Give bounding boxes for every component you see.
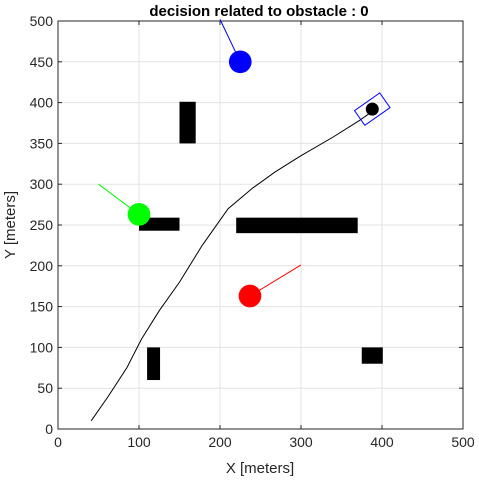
y-tick-label: 300 <box>30 176 54 192</box>
y-tick-label: 0 <box>45 421 53 437</box>
y-tick-label: 200 <box>30 258 54 274</box>
agent-marker <box>228 50 252 74</box>
trajectory <box>90 108 376 422</box>
agent-marker <box>238 284 262 308</box>
obstacle <box>139 217 180 231</box>
x-tick-label: 300 <box>289 434 313 450</box>
agents <box>98 19 302 308</box>
x-tick-label: 200 <box>208 434 232 450</box>
obstacle <box>179 101 196 144</box>
vehicle-box <box>353 92 391 127</box>
trajectory-line <box>90 108 376 422</box>
agent-marker <box>127 203 151 226</box>
x-tick-label: 100 <box>127 434 151 450</box>
obstacle <box>361 347 383 364</box>
obstacle <box>147 347 161 381</box>
y-tick-label: 100 <box>30 339 54 355</box>
y-tick-label: 50 <box>37 380 53 396</box>
x-tick-label: 500 <box>451 434 475 450</box>
obstacles <box>139 101 383 381</box>
x-tick-label: 0 <box>54 434 62 450</box>
y-tick-label: 250 <box>30 217 54 233</box>
y-tick-label: 150 <box>30 299 54 315</box>
y-tick-label: 350 <box>30 135 54 151</box>
chart-title: decision related to obstacle : 0 <box>149 3 368 20</box>
x-tick-label: 400 <box>370 434 394 450</box>
y-tick-label: 450 <box>30 54 54 70</box>
axis-ticks: 0 100 200 300 400 500 0 50 100 150 200 250 300 350 400… <box>30 13 475 450</box>
y-axis-label: Y [meters] <box>2 191 19 259</box>
obstacle <box>236 217 358 234</box>
y-tick-label: 400 <box>30 95 54 111</box>
vehicle <box>353 92 391 127</box>
x-axis-label: X [meters] <box>226 460 294 477</box>
grid <box>58 21 463 429</box>
y-tick-label: 500 <box>30 13 54 29</box>
vehicle-marker <box>365 102 379 116</box>
